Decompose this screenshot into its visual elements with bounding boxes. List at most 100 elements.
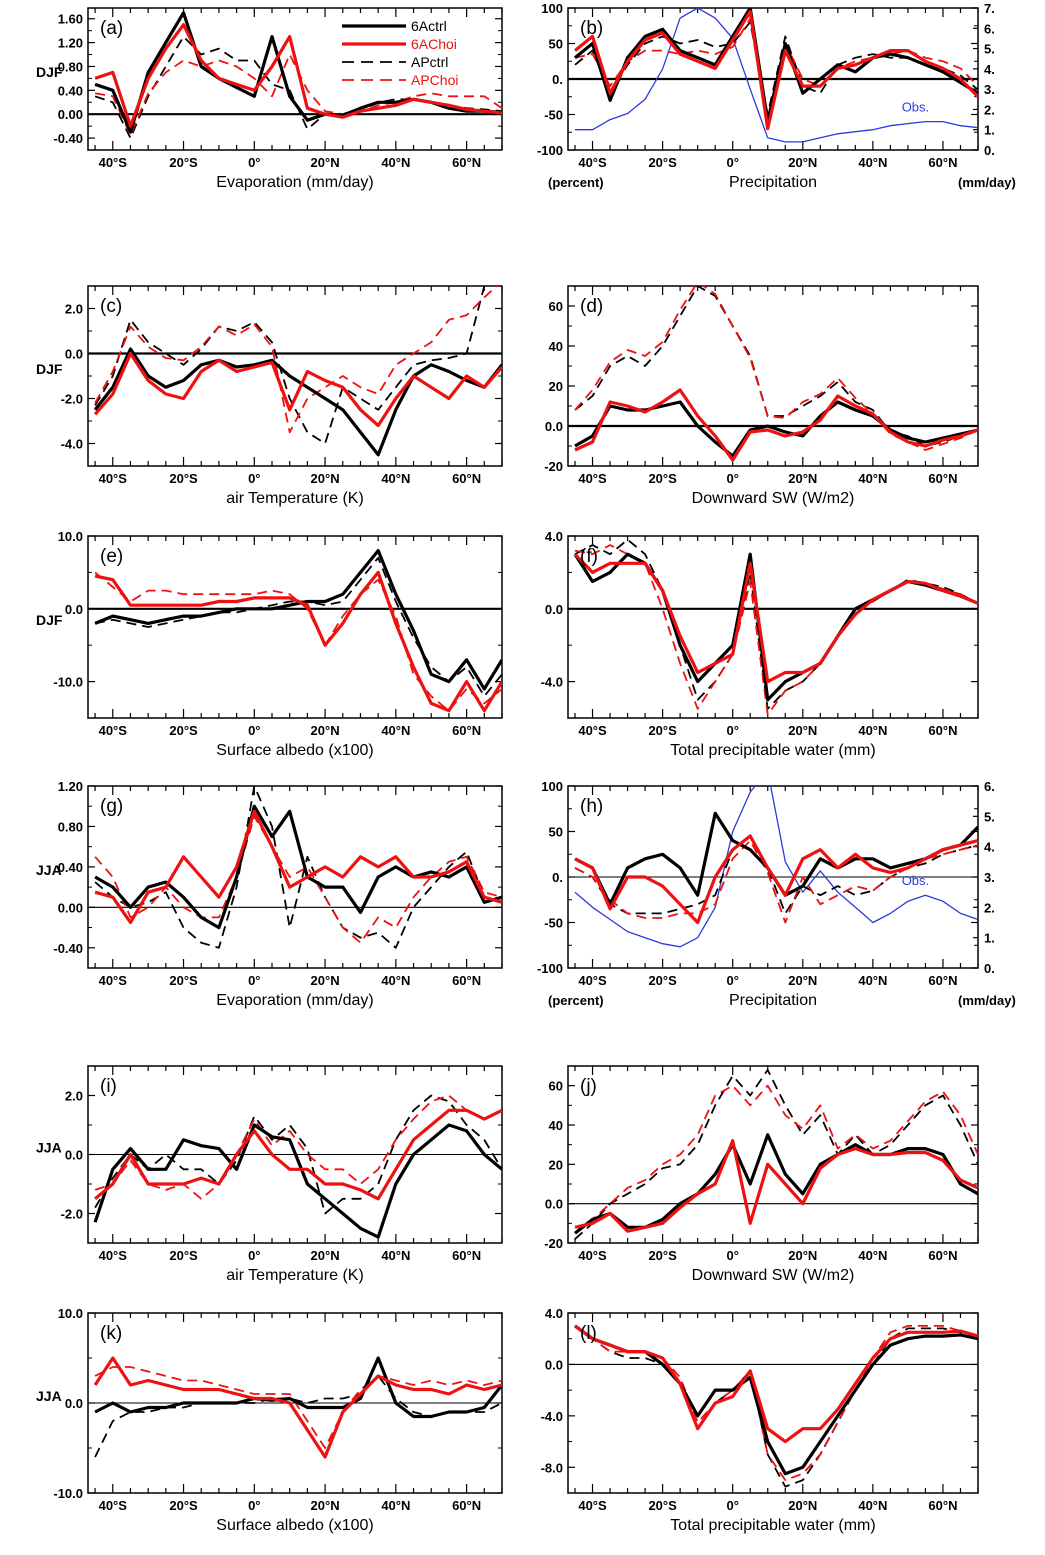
panel-l: 40°S 20°S 0° 20°N 40°N 60°N -8.0 -4.0 0.0 4.0 (l) T… (541, 1306, 979, 1534)
legend-label: 6AChoi (411, 36, 457, 52)
y-tick-label: 0. (552, 870, 563, 885)
panel-label: (j) (580, 1076, 597, 1097)
y-tick-label: 100 (541, 1, 563, 16)
x-tick-label: 20°S (169, 1498, 198, 1513)
x-tick-label: 0° (726, 1498, 738, 1513)
y-tick-label: 60 (549, 299, 563, 314)
panel-frame (567, 535, 979, 719)
x-tick-label: 40°N (858, 1248, 887, 1263)
y-tick-label: 0.0 (545, 1357, 563, 1372)
y-tick-label: 1.20 (58, 779, 83, 794)
y-tick-label: 0.40 (58, 83, 83, 98)
panel-frame (567, 285, 979, 467)
season-label: DJF (36, 361, 63, 377)
x-tick-label: 40°N (381, 973, 410, 988)
series-line-apchoi (94, 1366, 502, 1449)
series-line-6achoi (573, 10, 978, 131)
series-line-apchoi (574, 1084, 978, 1234)
series-line-6actrl (94, 1356, 502, 1419)
legend-label: APChoi (411, 72, 458, 88)
x-axis-title: Downward SW (W/m2) (692, 1267, 855, 1284)
x-tick-label: 0° (248, 973, 260, 988)
x-axis-title: Downward SW (W/m2) (692, 490, 855, 507)
y-tick-label: 4.0 (545, 529, 563, 544)
y-tick-label: -2.0 (61, 392, 83, 407)
x-tick-label: 0° (726, 471, 738, 486)
x-tick-label: 40°S (578, 1248, 607, 1263)
y-tick-label: 0.0 (65, 347, 83, 362)
x-axis-title: Surface albedo (x100) (216, 1517, 373, 1534)
y-tick-label: 0.0 (65, 1148, 83, 1163)
y-tick-label: 40 (549, 1118, 563, 1133)
series-group (574, 1324, 978, 1488)
series-line-6achoi (93, 351, 502, 428)
panel-f: 40°S 20°S 0° 20°N 40°N 60°N -4.0 0.0 4.0 (f) Total… (541, 529, 979, 759)
legend: 6Actrl 6AChoi APctrl APChoi (342, 18, 458, 88)
series-group (574, 1069, 978, 1240)
series-line-apchoi (94, 571, 502, 712)
panel-c: 40°S 20°S 0° 20°N 40°N 60°N -4.0 -2.0 0.0 2.0 (c) D… (36, 285, 503, 507)
x-tick-label: 40°S (99, 973, 128, 988)
series-line-6achoi (574, 388, 978, 462)
panel-i: 40°S 20°S 0° 20°N 40°N 60°N -2.0 0.0 2.0 (i) JJA ai… (36, 1065, 503, 1284)
x-axis-title: Surface albedo (x100) (216, 742, 373, 759)
x-tick-label: 60°N (452, 471, 481, 486)
series-line-apchoi (574, 286, 978, 451)
series-line-6achoi (94, 570, 502, 713)
series-line-apctrl (574, 1069, 978, 1240)
y-right-tick-label: 3. (984, 870, 995, 885)
y-tick-label: 40 (549, 339, 563, 354)
x-tick-label: 60°N (452, 155, 481, 170)
season-label: DJF (36, 612, 63, 628)
y-tick-label: 0.0 (65, 1396, 83, 1411)
panel-j: 40°S 20°S 0° 20°N 40°N 60°N -20 0.0 20 40 60 (j) Dow… (544, 1065, 979, 1284)
x-tick-label: 40°S (578, 155, 607, 170)
legend-label: 6Actrl (411, 18, 447, 34)
panel-a: 40°S 20°S 0° 20°N 40°N 60°N -0.40 0.00 0.40 0.80 1… (36, 7, 503, 191)
series-line-6actrl (93, 1123, 502, 1239)
x-tick-label: 40°N (381, 471, 410, 486)
x-tick-label: 40°S (99, 723, 128, 738)
panel-h: 40°S 20°S 0° 20°N 40°N 60°N -100 -50 0. 50 100 0. 1.… (537, 779, 1016, 1009)
y-tick-label: -4.0 (541, 1409, 563, 1424)
x-tick-label: 60°N (928, 471, 957, 486)
y-right-tick-label: 5. (984, 809, 995, 824)
y-tick-label: 0.80 (58, 59, 83, 74)
panel-g: 40°S 20°S 0° 20°N 40°N 60°N -0.40 0.00 0.40 0.80 1… (36, 779, 503, 1009)
x-tick-label: 40°N (381, 723, 410, 738)
x-tick-label: 0° (726, 723, 738, 738)
y-tick-label: -100 (537, 961, 563, 976)
x-tick-label: 60°N (928, 155, 957, 170)
season-label: DJF (36, 64, 63, 80)
y-tick-label: 60 (549, 1079, 563, 1094)
y-tick-label: 0.0 (545, 1197, 563, 1212)
series-group (94, 786, 502, 949)
panel-d: 40°S 20°S 0° 20°N 40°N 60°N -20 0.0 20 40 60 (d) Dow… (544, 285, 979, 507)
series-group (94, 11, 502, 140)
series-line-6actrl (574, 1324, 978, 1476)
x-tick-label: 20°N (788, 723, 817, 738)
x-tick-label: 40°N (381, 1248, 410, 1263)
y-tick-label: 20 (549, 379, 563, 394)
x-tick-label: 60°N (452, 973, 481, 988)
x-tick-label: 60°N (452, 1248, 481, 1263)
panel-label: (f) (580, 546, 598, 567)
x-tick-label: 40°S (99, 155, 128, 170)
series-line-6achoi (574, 834, 978, 925)
y-tick-label: 0.00 (58, 107, 83, 122)
series-line-apctrl (94, 786, 502, 949)
y-tick-label: -0.40 (53, 131, 83, 146)
x-axis-title: Evaporation (mm/day) (216, 992, 373, 1009)
x-tick-label: 20°S (648, 471, 677, 486)
x-tick-label: 0° (248, 471, 260, 486)
y-tick-label: 0.40 (58, 860, 83, 875)
y-tick-label: 1.60 (58, 12, 83, 27)
series-group (93, 1356, 502, 1459)
panel-frame (567, 1065, 979, 1244)
series-line-6actrl (94, 548, 502, 691)
series-group (93, 286, 502, 457)
y-right-tick-label: 0. (984, 961, 995, 976)
panel-b: 40°S 20°S 0° 20°N 40°N 60°N -100 -50 0. 50 100 0. 1.… (537, 1, 1016, 191)
series-line-apchoi (574, 839, 978, 924)
